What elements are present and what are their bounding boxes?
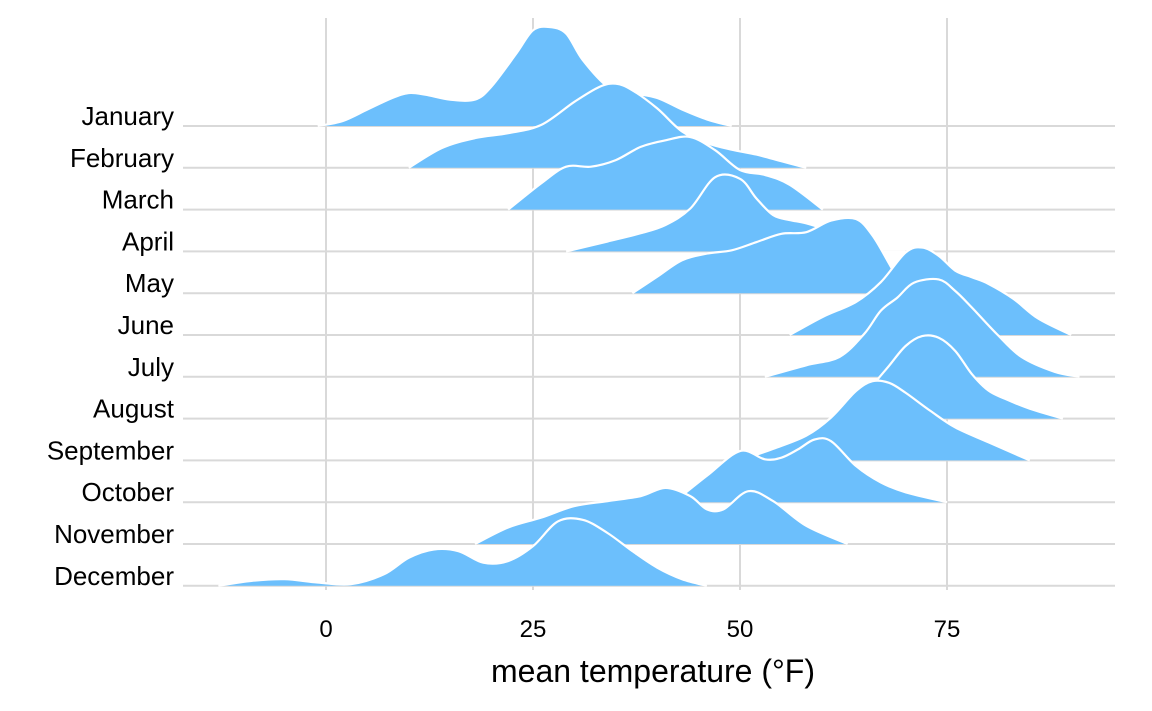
x-tick-label-25: 25 <box>520 616 547 643</box>
x-tick-label-75: 75 <box>934 616 961 643</box>
ridge-outline-december <box>218 517 708 587</box>
y-label-december: December <box>54 561 174 591</box>
y-label-november: November <box>54 519 174 549</box>
y-label-march: March <box>102 185 174 215</box>
x-tick-label-50: 50 <box>727 616 754 643</box>
ridge-october <box>673 438 947 503</box>
ridge-outline-january <box>317 25 733 128</box>
ridge-outline-september <box>739 379 1031 462</box>
ridge-outline-march <box>507 135 824 211</box>
label-layer: January February March April May June July Augu… <box>47 101 175 591</box>
y-label-february: February <box>70 143 174 173</box>
ridge-outline-june <box>789 246 1072 336</box>
ridge-december <box>218 518 707 586</box>
x-tick-layer: 0 25 50 75 <box>319 616 960 643</box>
x-axis-title: mean temperature (°F) <box>491 653 815 689</box>
y-label-october: October <box>82 477 175 507</box>
y-label-may: May <box>125 268 174 298</box>
ridge-outline-november <box>474 486 849 546</box>
ridge-july <box>764 278 1080 377</box>
y-label-june: June <box>118 310 174 340</box>
ridge-outline-may <box>631 216 907 295</box>
y-label-august: August <box>93 394 175 424</box>
y-label-july: July <box>128 352 174 382</box>
ridge-outline-february <box>408 82 807 169</box>
y-label-january: January <box>82 101 175 131</box>
x-tick-label-0: 0 <box>319 616 332 643</box>
ridge-outline-july <box>764 277 1080 378</box>
y-label-april: April <box>122 226 174 256</box>
y-label-september: September <box>47 435 175 465</box>
ridge-layer <box>218 25 1080 587</box>
ridge-may <box>632 217 906 294</box>
ridge-outline-october <box>673 437 948 504</box>
